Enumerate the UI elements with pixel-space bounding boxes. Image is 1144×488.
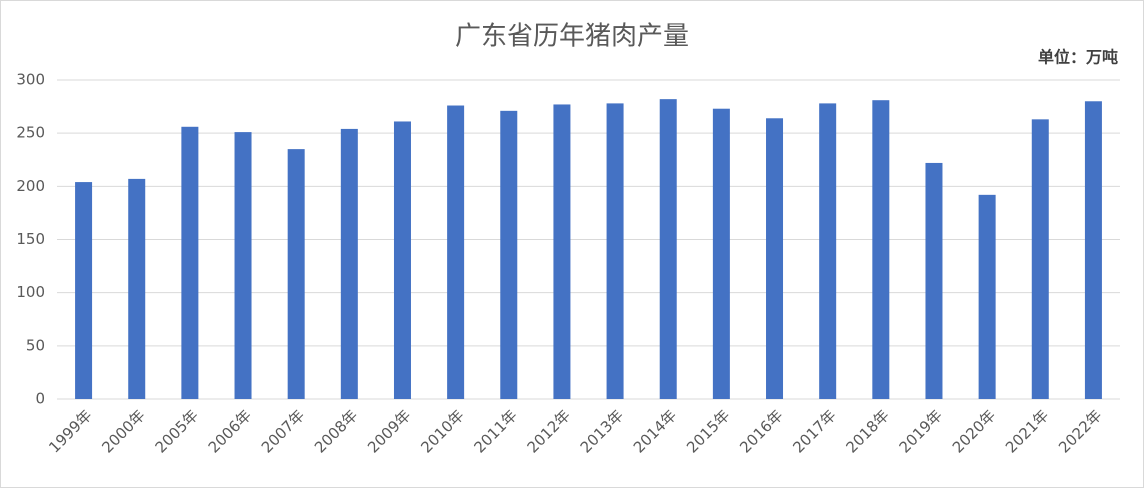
bar bbox=[553, 104, 571, 399]
bar bbox=[340, 128, 358, 399]
bar bbox=[766, 118, 784, 399]
y-tick-label: 50 bbox=[26, 336, 45, 354]
chart-title: 广东省历年猪肉产量 bbox=[455, 22, 689, 52]
y-tick-label: 200 bbox=[16, 177, 45, 195]
y-tick-label: 150 bbox=[16, 230, 45, 248]
y-tick-label: 250 bbox=[16, 124, 45, 142]
bar bbox=[978, 194, 996, 399]
bar bbox=[75, 182, 93, 399]
bar bbox=[234, 132, 252, 399]
bar bbox=[1031, 119, 1049, 400]
bar bbox=[181, 126, 199, 399]
y-tick-label: 100 bbox=[16, 283, 45, 301]
bar bbox=[872, 100, 890, 399]
bar bbox=[287, 149, 305, 399]
bar bbox=[393, 121, 411, 399]
bar bbox=[819, 103, 837, 399]
y-tick-label: 300 bbox=[16, 71, 45, 89]
y-tick-label: 0 bbox=[35, 390, 45, 408]
bar bbox=[447, 105, 465, 400]
bar bbox=[128, 178, 146, 399]
bar bbox=[925, 162, 943, 399]
bar bbox=[712, 108, 730, 400]
bar bbox=[1084, 101, 1102, 400]
unit-annotation: 单位：万吨 bbox=[1038, 48, 1118, 67]
bar bbox=[659, 99, 677, 399]
bar bbox=[606, 103, 624, 399]
bar bbox=[500, 110, 518, 399]
